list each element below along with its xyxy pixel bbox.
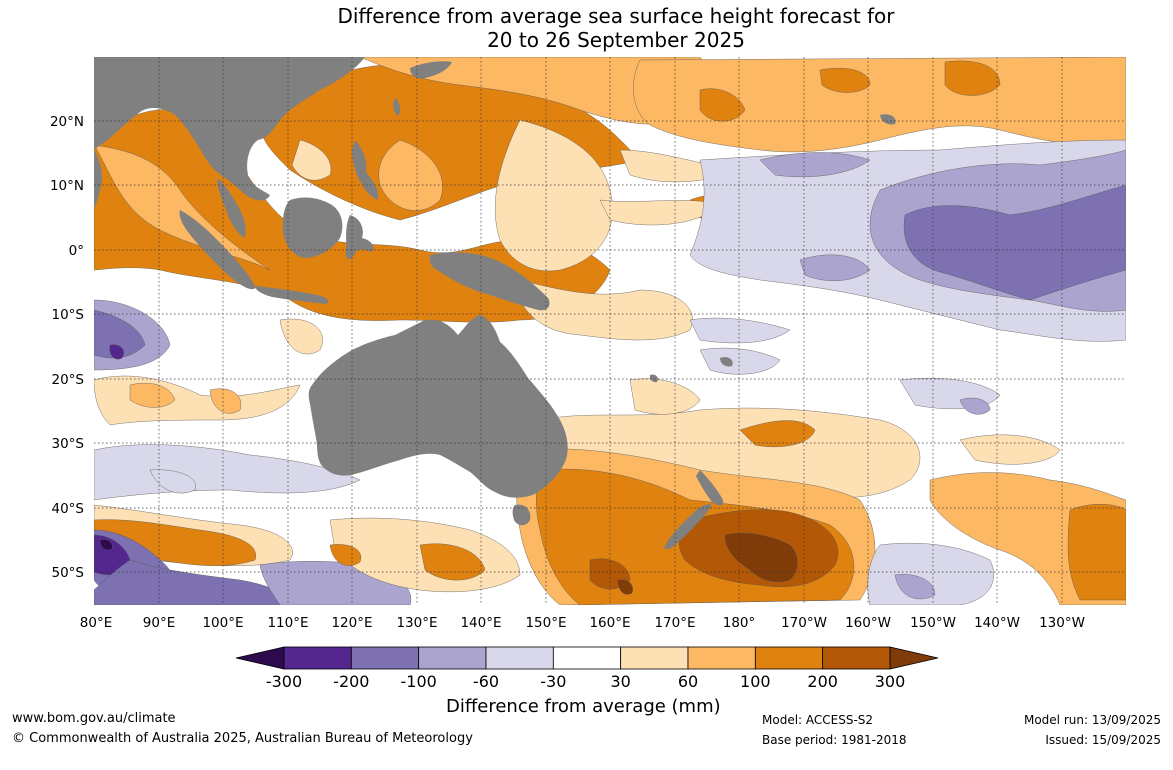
lon-label: 150°E	[525, 615, 566, 631]
website-link[interactable]: www.bom.gov.au/climate	[12, 711, 176, 726]
lon-label: 160°W	[845, 615, 891, 631]
issued-date: Issued: 15/09/2025	[1045, 733, 1161, 747]
lon-label: 170°E	[654, 615, 695, 631]
base-period: Base period: 1981-2018	[762, 733, 907, 747]
lat-label: 10°N	[50, 178, 84, 194]
colorbar-tick-label: 100	[740, 672, 771, 691]
colorbar-tick-label: 30	[610, 672, 630, 691]
colorbar-segment	[418, 646, 487, 670]
colorbar-tick-label: -200	[333, 672, 369, 691]
lon-label: 130°W	[1039, 615, 1085, 631]
latitude-labels: 20°N 10°N 0° 10°S 20°S 30°S 40°S 50°S	[50, 114, 84, 581]
colorbar-segment	[620, 646, 689, 670]
map-title-line2: 20 to 26 September 2025	[487, 28, 745, 52]
lon-label: 130°E	[396, 615, 437, 631]
anomaly-fields	[94, 57, 1126, 605]
lon-label: 110°E	[267, 615, 308, 631]
lon-label: 160°E	[589, 615, 630, 631]
colorbar-tick-label: -300	[266, 672, 302, 691]
lat-label: 0°	[69, 243, 84, 259]
lon-label: 170°W	[781, 615, 827, 631]
lon-label: 140°E	[460, 615, 501, 631]
model-name: Model: ACCESS-S2	[762, 713, 874, 727]
lon-label: 120°E	[331, 615, 372, 631]
colorbar-segment	[350, 646, 420, 670]
model-run-date: Model run: 13/09/2025	[1023, 713, 1161, 727]
colorbar-low-arrow	[235, 646, 285, 670]
lat-label: 50°S	[52, 565, 85, 581]
colorbar-unit-label: Difference from average (mm)	[446, 696, 721, 717]
colorbar-segment	[552, 646, 622, 670]
copyright-text: © Commonwealth of Australia 2025, Austra…	[12, 731, 473, 746]
lon-label: 150°W	[910, 615, 956, 631]
lat-label: 10°S	[52, 307, 85, 323]
lon-label: 80°E	[80, 615, 112, 631]
sea-height-map: 20°N 10°N 0° 10°S 20°S 30°S 40°S 50°S 80…	[50, 57, 1126, 691]
lat-label: 20°S	[52, 372, 85, 388]
colorbar-tick-label: -60	[473, 672, 499, 691]
colorbar-segment	[485, 646, 554, 670]
colorbar-tick-label: 300	[875, 672, 906, 691]
colorbar-segment	[754, 646, 824, 670]
graticule	[94, 57, 1126, 605]
colorbar-high-arrow	[889, 646, 939, 670]
colorbar-tick-label: 200	[807, 672, 838, 691]
colorbar-tick-label: -30	[540, 672, 566, 691]
land-masses	[94, 57, 896, 550]
lat-label: 40°S	[52, 501, 85, 517]
lon-label: 100°E	[202, 615, 243, 631]
lat-label: 20°N	[50, 114, 84, 130]
lon-label: 140°W	[974, 615, 1020, 631]
lat-label: 30°S	[52, 436, 85, 452]
colorbar-segment	[283, 646, 352, 670]
colorbar-segment	[687, 646, 756, 670]
colorbar-tick-label: -100	[401, 672, 437, 691]
lon-label: 90°E	[143, 615, 175, 631]
longitude-labels: 80°E 90°E 100°E 110°E 120°E 130°E 140°E …	[80, 615, 1085, 631]
lon-label: 180°	[723, 615, 756, 631]
map-title-line1: Difference from average sea surface heig…	[337, 4, 895, 28]
colorbar-tick-label: 60	[678, 672, 698, 691]
colorbar-segment	[822, 646, 891, 670]
colorbar: -300 -200 -100 -60 -30 30 60 100 200 300	[235, 646, 939, 691]
